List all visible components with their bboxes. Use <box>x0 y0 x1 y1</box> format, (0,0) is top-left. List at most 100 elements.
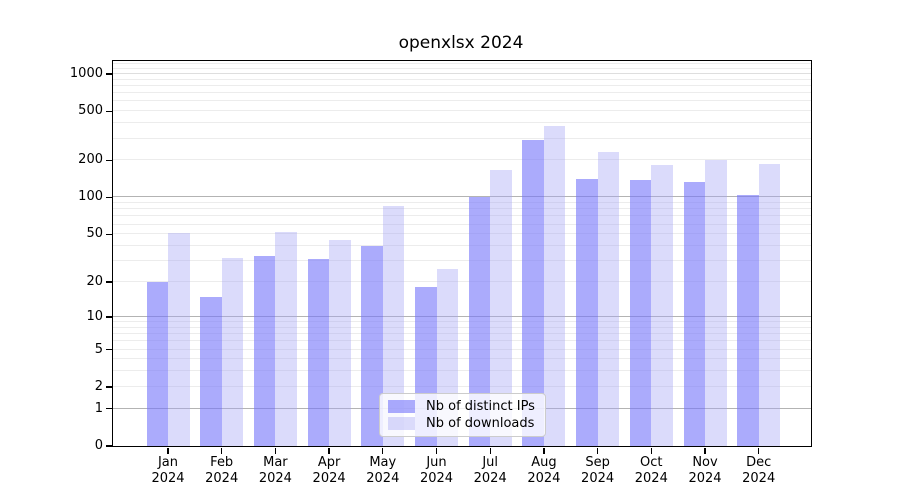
y-tick-label-10: 10 <box>86 308 103 324</box>
bar-downloads-oct-2024 <box>651 165 673 446</box>
gridline-y-400 <box>113 122 811 124</box>
bar-distinct-ips-may-2024 <box>361 246 383 446</box>
x-tick-label-aug-2024: Aug 2024 <box>527 455 561 486</box>
x-tick-label-sep-2024: Sep 2024 <box>581 455 615 486</box>
y-tick-0 <box>106 445 112 447</box>
legend-swatch-distinct-ips-icon <box>388 400 415 413</box>
x-tick-oct-2024 <box>650 447 652 454</box>
bar-distinct-ips-dec-2024 <box>737 194 759 446</box>
y-tick-label-5: 5 <box>94 341 103 357</box>
gridline-y-8 <box>113 326 811 328</box>
x-tick-feb-2024 <box>221 447 223 454</box>
legend-label-downloads: Nb of downloads <box>426 416 535 431</box>
x-tick-mar-2024 <box>274 447 277 454</box>
x-tick-label-jul-2024: Jul 2024 <box>473 455 507 486</box>
gridline-y-60 <box>113 223 811 225</box>
y-tick-500 <box>106 110 112 112</box>
y-tick-1 <box>106 408 112 410</box>
gridline-y-5 <box>113 348 811 350</box>
bar-downloads-may-2024 <box>382 206 405 446</box>
x-tick-jan-2024 <box>167 447 169 454</box>
bar-downloads-jan-2024 <box>168 233 190 446</box>
x-tick-label-nov-2024: Nov 2024 <box>688 455 722 486</box>
gridline-y-600 <box>113 100 811 102</box>
y-tick-label-500: 500 <box>78 103 103 119</box>
x-tick-jun-2024 <box>435 447 438 454</box>
x-tick-may-2024 <box>382 447 384 454</box>
bar-downloads-aug-2024 <box>543 125 566 446</box>
x-tick-label-mar-2024: Mar 2024 <box>258 455 292 486</box>
y-tick-2 <box>106 386 112 388</box>
bar-downloads-sep-2024 <box>597 151 620 446</box>
y-tick-200 <box>106 159 112 162</box>
bar-distinct-ips-nov-2024 <box>683 181 705 446</box>
gridline-y-1000 <box>113 72 811 74</box>
gridline-y-300 <box>113 137 811 139</box>
x-tick-label-feb-2024: Feb 2024 <box>205 455 239 486</box>
bar-distinct-ips-aug-2024 <box>522 140 544 446</box>
x-tick-sep-2024 <box>596 447 599 454</box>
gridline-y-10 <box>113 315 811 317</box>
bar-distinct-ips-jul-2024 <box>468 197 491 446</box>
bar-distinct-ips-sep-2024 <box>576 178 598 446</box>
x-tick-dec-2024 <box>758 447 760 454</box>
y-tick-label-2: 2 <box>94 378 103 394</box>
legend-item-downloads: Nb of downloads <box>388 416 539 431</box>
bar-downloads-apr-2024 <box>329 239 351 446</box>
bar-downloads-jul-2024 <box>490 170 512 446</box>
x-tick-nov-2024 <box>704 447 706 454</box>
legend-label-distinct-ips: Nb of distinct IPs <box>426 399 535 414</box>
gridline-y-800 <box>113 84 811 86</box>
gridline-y-7 <box>113 333 811 335</box>
y-tick-1000 <box>106 73 112 75</box>
gridline-y-9 <box>113 321 811 322</box>
y-tick-100 <box>106 196 112 199</box>
x-tick-label-may-2024: May 2024 <box>366 455 400 486</box>
chart-title: openxlsx 2024 <box>398 33 524 53</box>
gridline-y-6 <box>113 340 811 342</box>
y-tick-label-200: 200 <box>78 152 103 168</box>
legend: Nb of distinct IPs Nb of downloads <box>379 393 546 437</box>
y-tick-label-0: 0 <box>94 438 103 453</box>
gridline-y-1100 <box>113 67 811 69</box>
gridline-y-40 <box>113 245 811 247</box>
x-tick-apr-2024 <box>328 447 330 454</box>
gridline-y-80 <box>113 208 811 210</box>
gridline-y-3 <box>113 370 811 372</box>
legend-item-distinct-ips: Nb of distinct IPs <box>388 399 539 414</box>
y-tick-label-1: 1 <box>94 400 103 416</box>
plot-area: Nb of distinct IPs Nb of downloads Jan 20… <box>70 60 812 486</box>
y-tick-5 <box>106 348 112 351</box>
gridline-y-70 <box>113 215 811 217</box>
gridline-y-30 <box>113 260 811 262</box>
y-tick-label-100: 100 <box>78 189 103 205</box>
bar-distinct-ips-jan-2024 <box>146 282 168 446</box>
gridline-y-50 <box>113 233 811 235</box>
bar-downloads-feb-2024 <box>221 257 244 446</box>
x-tick-aug-2024 <box>543 447 545 454</box>
gridline-y-200 <box>113 159 811 161</box>
bar-distinct-ips-apr-2024 <box>307 259 330 446</box>
y-tick-20 <box>106 281 112 283</box>
bar-distinct-ips-mar-2024 <box>253 256 276 446</box>
gridline-y-900 <box>113 78 811 80</box>
x-tick-label-dec-2024: Dec 2024 <box>742 455 776 486</box>
x-tick-jul-2024 <box>489 447 491 454</box>
y-tick-10 <box>106 316 112 318</box>
x-tick-label-oct-2024: Oct 2024 <box>634 455 668 486</box>
x-tick-label-jun-2024: Jun 2024 <box>419 455 454 486</box>
gridline-y-20 <box>113 281 811 283</box>
y-tick-label-1000: 1000 <box>69 65 103 81</box>
gridline-y-1200 <box>113 63 811 65</box>
legend-swatch-downloads-icon <box>388 417 415 430</box>
gridline-y-100 <box>113 196 811 198</box>
x-tick-label-jan-2024: Jan 2024 <box>151 455 185 486</box>
bar-downloads-mar-2024 <box>275 232 297 446</box>
gridline-y-4 <box>113 358 811 360</box>
bar-downloads-nov-2024 <box>705 160 727 446</box>
gridline-y-700 <box>113 92 811 94</box>
gridline-y-90 <box>113 202 811 204</box>
bar-downloads-dec-2024 <box>758 163 781 446</box>
bar-distinct-ips-feb-2024 <box>200 296 222 446</box>
